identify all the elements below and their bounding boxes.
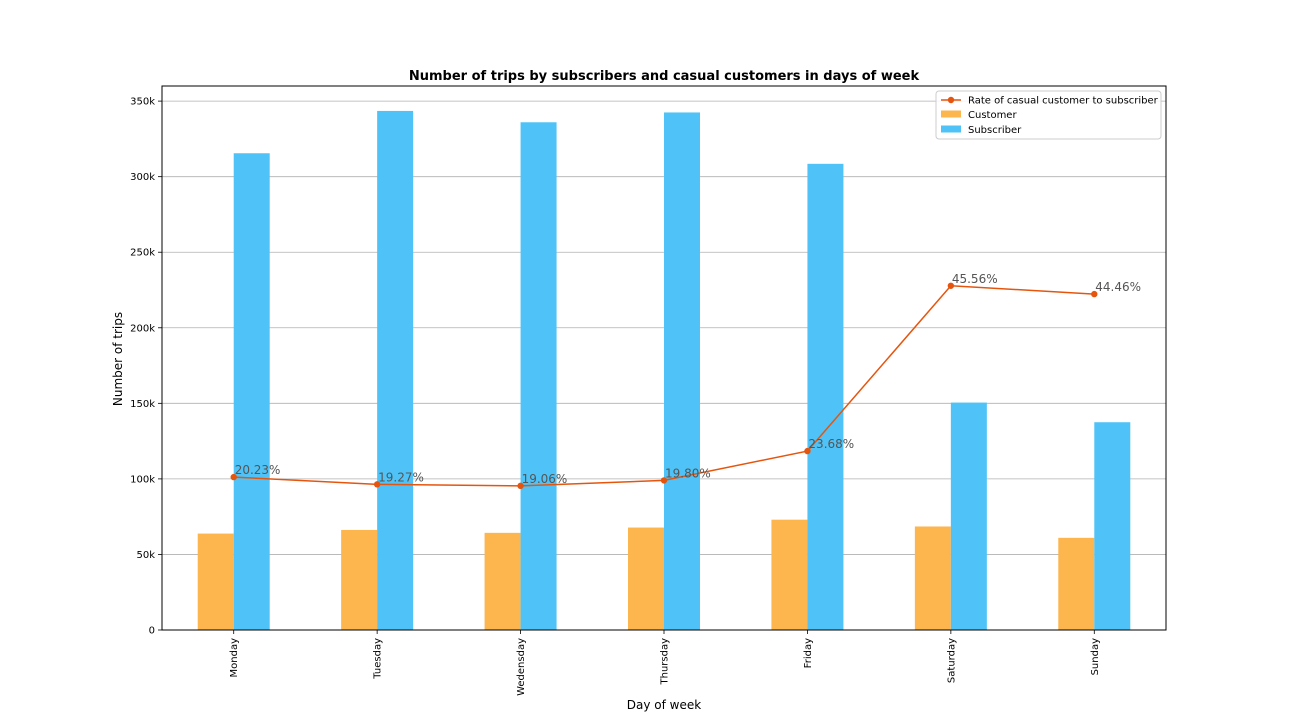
rate-point <box>517 482 524 490</box>
rate-labels: 20.23% 19.27% 19.06% 19.80% 23.68% 45.56% 44.4… <box>235 272 1141 486</box>
legend-swatch-subscriber <box>941 125 961 133</box>
bar-customer <box>484 532 521 630</box>
rate-data-label: 19.80% <box>665 466 711 480</box>
x-tick-label: Tuesday <box>373 638 384 680</box>
rate-point <box>660 477 668 484</box>
y-tick-label: 350k <box>130 97 155 108</box>
bar-subscriber <box>807 163 844 631</box>
bar-customer <box>1058 537 1095 630</box>
legend-label-customer: Customer <box>968 110 1017 121</box>
bar-customer <box>197 533 234 630</box>
y-tick-label: 50k <box>136 550 155 561</box>
rate-point <box>373 481 381 488</box>
x-axis: Monday Tuesday Wedensday Thursday Friday Satu… <box>229 630 1101 696</box>
bar-customer <box>341 529 378 630</box>
y-tick-label: 150k <box>130 399 155 410</box>
bar-subscriber <box>1094 422 1131 630</box>
y-axis-title: Number of trips <box>111 312 125 406</box>
y-tick-label: 300k <box>130 172 155 183</box>
rate-data-label: 23.68% <box>808 437 854 451</box>
y-tick-label: 100k <box>130 474 155 485</box>
bar-subscriber <box>377 110 414 630</box>
x-tick-label: Wedensday <box>516 638 527 696</box>
chart-title: Number of trips by subscribers and casua… <box>409 69 920 84</box>
x-tick-label: Saturday <box>946 638 957 683</box>
legend-frame <box>935 90 1162 140</box>
rate-data-label: 44.46% <box>1095 280 1141 294</box>
bar-customer <box>628 527 664 630</box>
rate-points <box>230 282 1098 490</box>
y-axis: 0 50k 100k 150k 200k 250k 300k 350k <box>130 97 162 637</box>
rate-data-label: 20.23% <box>235 463 281 477</box>
bar-customer <box>771 519 808 630</box>
legend-line-marker <box>947 96 955 104</box>
bar-subscriber <box>520 122 557 631</box>
rate-data-label: 19.06% <box>522 472 568 486</box>
rate-data-label: 45.56% <box>952 272 998 286</box>
bars <box>197 110 1131 631</box>
y-tick-label: 0 <box>149 626 155 637</box>
bar-customer <box>914 526 951 630</box>
bar-subscriber <box>950 402 987 630</box>
x-tick-label: Thursday <box>660 638 671 686</box>
rate-point <box>804 447 811 455</box>
legend-label-rate: Rate of casual customer to subscriber <box>968 96 1159 107</box>
x-tick-label: Friday <box>803 638 814 668</box>
x-tick-label: Sunday <box>1090 638 1101 675</box>
legend: Rate of casual customer to subscriber Cu… <box>935 90 1162 140</box>
y-tick-label: 200k <box>130 323 155 334</box>
bar-subscriber <box>233 153 270 630</box>
legend-swatch-customer <box>941 110 961 118</box>
x-tick-label: Monday <box>229 638 240 678</box>
bar-subscriber <box>664 112 700 630</box>
rate-point <box>1091 290 1098 298</box>
legend-label-subscriber: Subscriber <box>968 125 1022 136</box>
rate-point <box>230 473 237 481</box>
rate-data-label: 19.27% <box>378 470 424 484</box>
x-axis-title: Day of week <box>627 698 701 712</box>
rate-point <box>947 282 955 289</box>
y-tick-label: 250k <box>130 248 155 259</box>
